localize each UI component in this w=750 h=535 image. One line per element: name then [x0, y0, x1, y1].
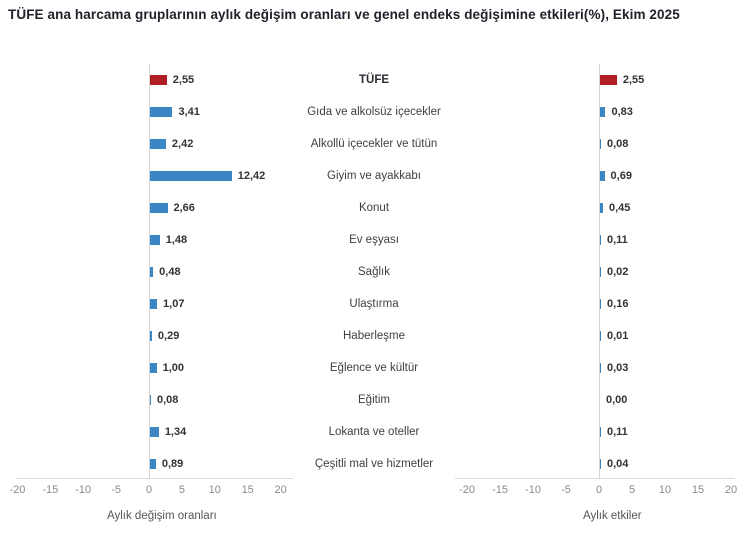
bar-value-label: 0,83 [611, 106, 633, 118]
bar-effect [600, 203, 603, 213]
bar-rate [150, 171, 232, 181]
bar-value-label: 1,07 [163, 298, 185, 310]
category-label: Çeşitli mal ve hizmetler [314, 458, 434, 470]
legend-change-rates: Aylık değişim oranları [87, 509, 217, 522]
x-axis-tick-label: 5 [628, 484, 636, 496]
bar-effect [600, 299, 602, 309]
bar-value-label: 0,16 [607, 298, 629, 310]
bar-effect [600, 427, 601, 437]
bar-effect [600, 267, 601, 277]
category-label: Ev eşyası [349, 234, 399, 246]
category-label: Giyim ve ayakkabı [327, 170, 421, 182]
bar-effect [600, 107, 606, 117]
bar-value-label: 0,08 [607, 138, 629, 150]
bar-rate [150, 267, 154, 277]
x-axis-tick-label: 15 [691, 484, 705, 496]
bar-value-label: 0,69 [610, 170, 632, 182]
zero-gridline [149, 64, 150, 478]
x-axis-tick-label: 10 [658, 484, 672, 496]
bar-value-label: 1,34 [164, 426, 187, 438]
bar-value-label: 0,08 [157, 394, 179, 406]
x-axis-tick-label: 10 [208, 484, 221, 496]
x-axis-tick-label: 5 [178, 484, 185, 496]
bar-rate [150, 107, 173, 117]
bar-effect [600, 139, 601, 149]
chart-title: TÜFE ana harcama gruplarının aylık değiş… [8, 7, 680, 22]
bar-rate [150, 299, 158, 309]
bar-value-label: 0,29 [157, 330, 180, 342]
bar-rate [150, 395, 151, 405]
x-axis-tick-label: -20 [9, 484, 26, 496]
x-axis-tick-label: -5 [111, 484, 121, 496]
x-axis-line [455, 478, 735, 479]
x-axis-tick-label: -10 [525, 484, 541, 496]
category-label: Eğitim [358, 394, 390, 406]
monthly-change-rates-plot: 2,55 3,41 2,42 12,42 2,66 1,48 0,48 1,07 0,29 1,0… [16, 64, 293, 478]
bar-rate [150, 75, 167, 85]
category-label: TÜFE [358, 74, 390, 86]
bar-value-label: 1,00 [162, 362, 184, 374]
bar-effect [600, 331, 601, 341]
category-label: Sağlık [358, 266, 390, 278]
bar-effect [600, 363, 601, 373]
x-axis-tick-label: 20 [274, 484, 287, 496]
x-axis-tick-label: -5 [561, 484, 571, 496]
bar-rate [150, 139, 166, 149]
bar-value-label: 2,42 [171, 138, 194, 150]
bar-rate [150, 363, 157, 373]
x-axis-tick-label: -15 [42, 484, 59, 496]
x-axis-tick-label: -10 [75, 484, 92, 496]
bar-value-label: 0,11 [607, 426, 628, 438]
x-axis-tick-label: 0 [595, 484, 603, 496]
bar-value-label: 0,03 [607, 362, 629, 374]
legend-label-change-rates: Aylık değişim oranları [107, 509, 217, 522]
bar-value-label: 0,00 [606, 394, 628, 406]
x-axis-line [16, 478, 293, 479]
bar-rate [150, 203, 168, 213]
x-axis-tick-label: 20 [724, 484, 738, 496]
bar-value-label: 0,11 [607, 234, 628, 246]
bar-value-label: 12,42 [237, 170, 266, 182]
x-axis-tick-label: -15 [492, 484, 508, 496]
category-label: Gıda ve alkolsüz içecekler [307, 106, 441, 118]
x-axis-tick-label: 0 [145, 484, 153, 496]
bar-rate [150, 427, 159, 437]
category-label: Haberleşme [343, 330, 405, 342]
category-label: Alkollü içecekler ve tütün [310, 138, 438, 150]
bar-rate [150, 331, 152, 341]
bar-value-label: 0,01 [607, 330, 629, 342]
bar-effect [600, 459, 601, 469]
legend-effects: Aylık etkiler [563, 509, 642, 522]
category-label: Ulaştırma [349, 298, 399, 310]
bar-effect [600, 235, 601, 245]
category-label: Konut [358, 202, 390, 214]
bar-value-label: 0,45 [608, 202, 631, 214]
bar-value-label: 0,48 [159, 266, 181, 278]
bar-value-label: 0,04 [607, 458, 629, 470]
x-axis-tick-label: 15 [241, 484, 254, 496]
bar-value-label: 0,02 [607, 266, 629, 278]
bar-value-label: 2,55 [172, 74, 195, 86]
category-label: Eğlence ve kültür [329, 362, 419, 374]
legend-swatch-blue [87, 509, 100, 522]
legend-swatch-blue [563, 509, 576, 522]
x-axis-tick-label: -20 [459, 484, 475, 496]
category-label: Lokanta ve oteller [328, 426, 420, 438]
legend-label-effects: Aylık etkiler [583, 509, 642, 522]
bar-rate [150, 459, 156, 469]
monthly-effects-plot: 2,55 0,83 0,08 0,69 0,45 0,11 0,02 0,16 0,01 0,03… [455, 64, 735, 478]
bar-value-label: 0,89 [161, 458, 184, 470]
bar-value-label: 2,55 [622, 74, 645, 86]
bar-effect [600, 75, 617, 85]
bar-effect [600, 171, 605, 181]
bar-rate [150, 235, 160, 245]
bar-value-label: 2,66 [173, 202, 195, 214]
bar-value-label: 1,48 [165, 234, 188, 246]
zero-gridline [599, 64, 600, 478]
bar-value-label: 3,41 [178, 106, 200, 118]
